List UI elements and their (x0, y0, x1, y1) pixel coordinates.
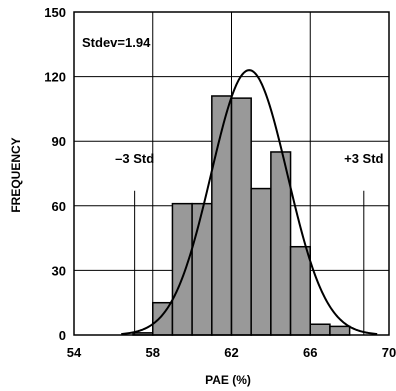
y-tick-label: 60 (52, 199, 66, 214)
stdev-annotation: Stdev=1.94 (82, 35, 151, 50)
minus-3-std-label: –3 Std (115, 151, 154, 166)
histogram-bar (250, 187, 272, 336)
std-markers (134, 190, 365, 335)
y-tick-label: 0 (59, 328, 66, 343)
y-tick-label: 120 (44, 70, 66, 85)
x-tick-label: 66 (303, 345, 317, 360)
y-axis-title: FREQUENCY (9, 137, 23, 212)
x-tick-label: 70 (382, 345, 396, 360)
histogram-bar (329, 325, 351, 336)
histogram-bar (171, 202, 193, 336)
plus-3-std-label: +3 Std (344, 151, 383, 166)
histogram-bars (132, 95, 351, 336)
x-tick-labels: 54 58 62 66 70 (67, 345, 396, 360)
histogram-bar (152, 301, 174, 336)
histogram-bar (309, 323, 331, 336)
histogram-bar (230, 97, 252, 336)
histogram-bar (289, 245, 311, 336)
x-tick-label: 54 (67, 345, 82, 360)
y-tick-label: 90 (52, 134, 66, 149)
y-tick-label: 30 (52, 263, 66, 278)
x-axis-title: PAE (%) (205, 373, 251, 387)
plot-frame (73, 11, 390, 336)
y-tick-labels: 0 30 60 90 120 150 (44, 5, 66, 343)
normal-distribution-curve (121, 69, 378, 336)
y-tick-label: 150 (44, 5, 66, 20)
x-tick-label: 62 (224, 345, 238, 360)
histogram-bar (191, 202, 213, 336)
x-tick-label: 58 (146, 345, 160, 360)
